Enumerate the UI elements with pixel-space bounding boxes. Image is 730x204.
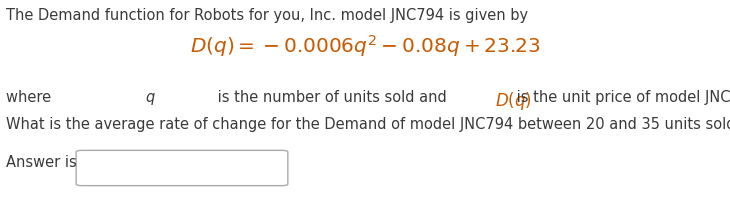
Text: Answer is: Answer is (6, 154, 77, 169)
Text: is the number of units sold and: is the number of units sold and (213, 90, 452, 104)
Text: where: where (6, 90, 55, 104)
Text: is the unit price of model JNC794, in dollars.: is the unit price of model JNC794, in do… (512, 90, 730, 104)
Text: q: q (146, 90, 155, 104)
Text: $D(q)$: $D(q)$ (495, 90, 532, 111)
Text: The Demand function for Robots for you, Inc. model JNC794 is given by: The Demand function for Robots for you, … (6, 8, 528, 23)
Text: $D(q) = -0.0006q^2 - 0.08q + 23.23$: $D(q) = -0.0006q^2 - 0.08q + 23.23$ (190, 33, 540, 59)
Text: What is the average rate of change for the Demand of model JNC794 between 20 and: What is the average rate of change for t… (6, 116, 730, 131)
FancyBboxPatch shape (76, 151, 288, 186)
